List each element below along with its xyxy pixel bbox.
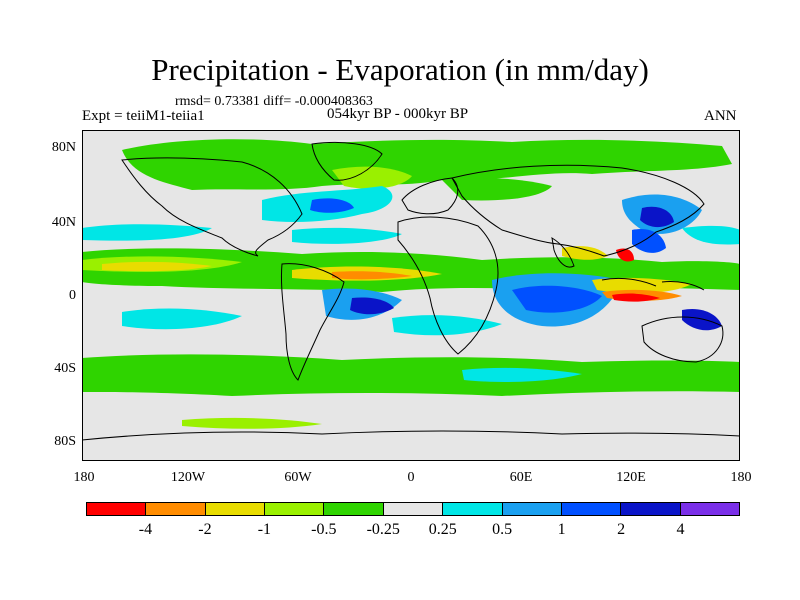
colorbar-label: 0.25	[428, 521, 457, 538]
coastline-india	[551, 237, 575, 268]
x-tick-180-west: 180	[73, 470, 95, 485]
colorbar-segment	[502, 503, 562, 515]
patch-antarctic-yellowgreen	[182, 417, 322, 429]
colorbar	[86, 502, 740, 516]
patch-southern-ocean-cyan	[462, 367, 582, 382]
colorbar-label: 4	[676, 521, 685, 538]
coastline-north-america	[121, 157, 303, 257]
patch-east-asia-green	[442, 178, 552, 201]
colorbar-segment	[680, 503, 739, 515]
anomaly-patches	[82, 139, 740, 429]
patch-s-atlantic-cyan	[392, 315, 502, 336]
coastline-australia	[641, 316, 724, 363]
experiment-label: Expt = teiiM1-teiia1	[82, 108, 205, 124]
patch-n-pacific-cyan	[82, 224, 212, 241]
colorbar-segment	[383, 503, 444, 515]
colorbar-segment	[621, 503, 681, 515]
coastline-south-america	[280, 263, 345, 381]
coastline-europe	[401, 177, 459, 215]
colorbar-segment	[561, 503, 622, 515]
x-tick-60e: 60E	[509, 470, 533, 485]
colorbar-segment	[87, 503, 147, 515]
x-tick-180-east: 180	[730, 470, 752, 485]
colorbar-segment	[146, 503, 206, 515]
colorbar-label: -1	[257, 521, 272, 538]
x-tick-60w: 60W	[284, 470, 312, 485]
colorbar-label: 0.5	[492, 521, 513, 538]
patch-se-pacific-cyan	[122, 308, 242, 330]
patch-itcz-yellow-pacific	[102, 261, 212, 272]
patch-arctic-yellowgreen	[332, 166, 412, 189]
colorbar-segment	[205, 503, 266, 515]
colorbar-label: -0.25	[366, 521, 400, 538]
x-tick-0: 0	[407, 470, 415, 485]
colorbar-label: 1	[557, 521, 566, 538]
patch-s-pacific-deepblue	[682, 308, 722, 331]
y-tick-0: 0	[69, 288, 76, 303]
x-tick-120e: 120E	[616, 470, 646, 485]
patch-s-atlantic-deepblue	[350, 297, 394, 315]
patch-n-pacific-cyan-east	[682, 225, 740, 245]
pe-anomaly-map	[82, 130, 740, 461]
y-tick-80n: 80N	[51, 140, 76, 155]
y-tick-40s: 40S	[54, 361, 76, 376]
patch-indian-ocean-deepblue	[512, 285, 602, 313]
colorbar-label: 2	[617, 521, 626, 538]
coastlines	[82, 141, 740, 441]
patch-maritime-red	[612, 293, 660, 302]
patch-nw-pacific-deepblue	[640, 206, 674, 228]
colorbar-label: -0.5	[311, 521, 337, 538]
map-title: Precipitation - Evaporation (in mm/day)	[151, 52, 649, 87]
coastline-africa	[397, 216, 499, 355]
colorbar-segment	[443, 503, 503, 515]
patch-southern-ocean-green	[82, 354, 740, 396]
coastline-maritime-continent	[601, 277, 705, 291]
patch-north-atlantic-deepblue	[310, 198, 354, 213]
stats-label: rmsd= 0.73381 diff= -0.000408363	[175, 94, 373, 109]
map-frame	[82, 130, 740, 461]
colorbar-segment	[324, 503, 384, 515]
y-tick-40n: 40N	[51, 215, 76, 230]
colorbar-label: -2	[198, 521, 212, 538]
season-label: ANN	[704, 108, 737, 124]
colorbar-label: -4	[138, 521, 153, 538]
patch-bay-of-bengal-yellow	[562, 246, 608, 260]
x-tick-120w: 120W	[170, 470, 206, 485]
y-tick-80s: 80S	[54, 434, 76, 449]
colorbar-segment	[265, 503, 325, 515]
coastline-eurasia	[451, 164, 705, 257]
patch-n-atlantic-subtrop-cyan	[292, 227, 402, 244]
patch-itcz-orange-atlantic	[332, 271, 412, 280]
coastline-greenland	[311, 141, 383, 181]
period-label: 054kyr BP - 000kyr BP	[327, 106, 469, 122]
patch-w-pacific-blue	[632, 228, 666, 253]
coastline-antarctica	[82, 430, 740, 441]
